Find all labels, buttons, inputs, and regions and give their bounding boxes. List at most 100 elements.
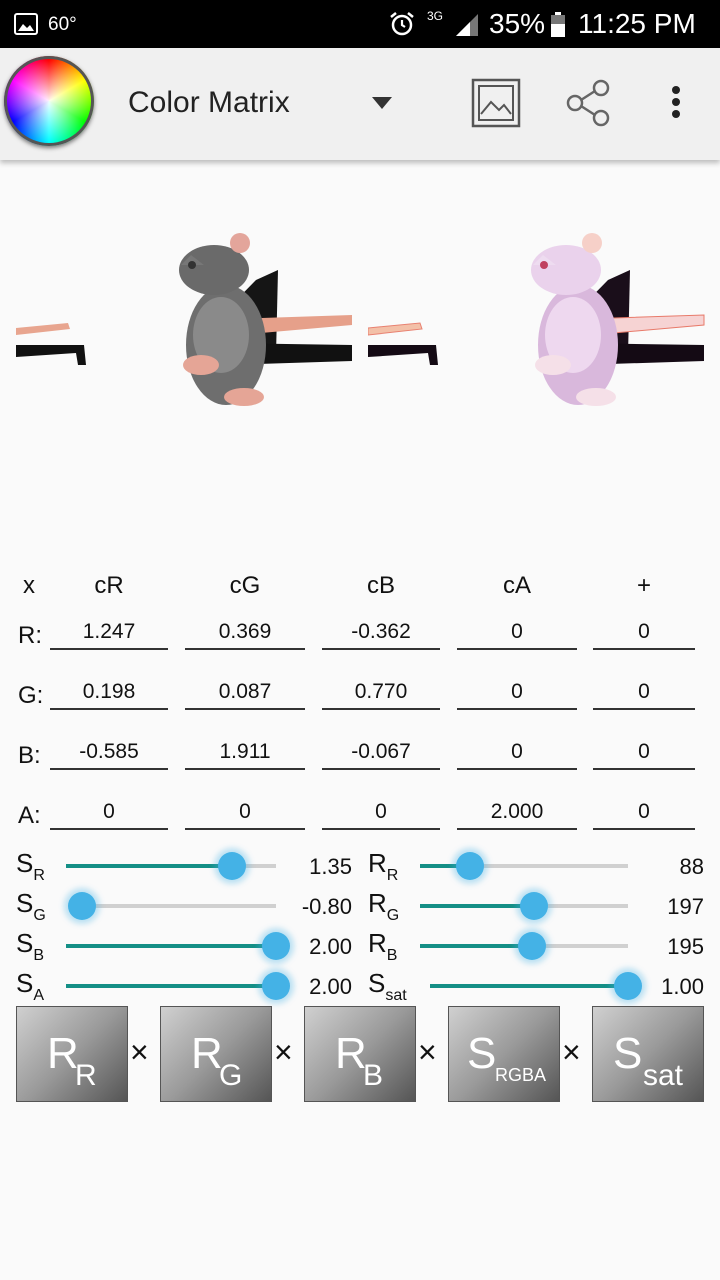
rr-matrix-button[interactable]: R R	[16, 1006, 128, 1102]
matrix-cell-r-offset[interactable]: 0	[593, 618, 695, 650]
matrix-cell-b-cr[interactable]: -0.585	[50, 738, 168, 770]
slider-rb[interactable]	[420, 932, 628, 960]
matrix-cell-a-cb[interactable]: 0	[322, 798, 440, 830]
clock: 11:25 PM	[578, 8, 696, 39]
matrix-cell-a-ca[interactable]: 2.000	[457, 798, 577, 830]
slider-label-sg: SG	[16, 888, 46, 924]
transformed-image	[368, 233, 705, 406]
matrix-cell-b-offset[interactable]: 0	[593, 738, 695, 770]
slider-sr-thumb[interactable]	[217, 852, 246, 880]
header-cR: cR	[94, 572, 124, 599]
slider-ssat-fill	[430, 984, 628, 988]
slider-rr-fill	[420, 864, 470, 868]
slider-sr-value: 1.35	[309, 854, 352, 879]
share-icon[interactable]	[564, 78, 614, 128]
rr-sub: R	[75, 1059, 97, 1092]
slider-rg-fill	[420, 904, 535, 908]
status-bar: 60° 3G 35% 11:25 PM	[0, 0, 720, 48]
matrix-cell-r-cr[interactable]: 1.247	[50, 618, 168, 650]
matrix-cell-r-cg[interactable]: 0.369	[185, 618, 305, 650]
matrix-cell-a-offset[interactable]: 0	[593, 798, 695, 830]
times-4: ×	[562, 1034, 581, 1070]
original-image	[16, 233, 352, 406]
matrix-cell-g-ca[interactable]: 0	[457, 678, 577, 710]
slider-label-sb: SB	[16, 928, 45, 964]
alarm-icon	[390, 12, 414, 36]
slider-sa-thumb[interactable]	[262, 972, 290, 1000]
slider-rg-value: 197	[667, 894, 704, 919]
temperature: 60°	[48, 14, 77, 35]
srgba-matrix-button[interactable]: S RGBA	[448, 1006, 560, 1102]
slider-rg-thumb[interactable]	[520, 892, 549, 920]
times-2: ×	[274, 1034, 293, 1070]
battery-icon	[551, 12, 565, 37]
rb-main: R	[335, 1029, 367, 1078]
slider-rg[interactable]	[420, 892, 628, 920]
slider-ssat-thumb[interactable]	[614, 972, 642, 1000]
color-wheel-logo	[4, 56, 94, 146]
rg-sub: G	[219, 1059, 243, 1092]
slider-rr-value: 88	[679, 854, 704, 879]
times-1: ×	[130, 1034, 149, 1070]
matrix-cell-r-ca[interactable]: 0	[457, 618, 577, 650]
rg-matrix-button[interactable]: R G	[160, 1006, 272, 1102]
rb-matrix-button[interactable]: R B	[304, 1006, 416, 1102]
page-title[interactable]: Color Matrix	[128, 86, 290, 119]
matrix-cell-r-cb[interactable]: -0.362	[322, 618, 440, 650]
slider-sg-thumb[interactable]	[68, 892, 96, 920]
slider-rb-fill	[420, 944, 533, 948]
slider-sb[interactable]	[66, 932, 290, 960]
matrix-cell-g-offset[interactable]: 0	[593, 678, 695, 710]
matrix-cell-b-cb[interactable]: -0.067	[322, 738, 440, 770]
matrix-cell-g-cg[interactable]: 0.087	[185, 678, 305, 710]
slider-rb-thumb[interactable]	[518, 932, 547, 960]
slider-rr-thumb[interactable]	[455, 852, 484, 880]
slider-sg-value: -0.80	[301, 894, 352, 919]
header-offset: +	[636, 572, 651, 599]
slider-sa-fill	[66, 984, 276, 988]
slider-rr[interactable]	[420, 852, 628, 880]
matrix-cell-b-cg[interactable]: 1.911	[185, 738, 305, 770]
slider-label-sr: SR	[16, 848, 45, 884]
slider-rb-value: 195	[667, 934, 704, 959]
ssat-matrix-button[interactable]: S sat	[592, 1006, 704, 1102]
matrix-cell-g-cr[interactable]: 0.198	[50, 678, 168, 710]
matrix-cell-g-cb[interactable]: 0.770	[322, 678, 440, 710]
slider-label-rb: RB	[368, 928, 398, 964]
header-cG: cG	[229, 572, 261, 599]
slider-label-sa: SA	[16, 968, 45, 1004]
slider-sb-fill	[66, 944, 276, 948]
dropdown-arrow-icon[interactable]	[370, 96, 394, 110]
header-cA: cA	[502, 572, 531, 599]
row-label-b: B:	[18, 742, 41, 769]
slider-sg[interactable]	[68, 892, 276, 920]
srgba-main: S	[467, 1029, 497, 1078]
ssat-main: S	[613, 1029, 643, 1078]
slider-sa-value: 2.00	[309, 974, 352, 999]
slider-sb-value: 2.00	[309, 934, 352, 959]
row-label-g: G:	[18, 682, 44, 709]
matrix-cell-b-ca[interactable]: 0	[457, 738, 577, 770]
rg-main: R	[191, 1029, 223, 1078]
times-3: ×	[418, 1034, 437, 1070]
slider-label-rg: RG	[368, 888, 400, 924]
network-type: 3G	[427, 9, 444, 23]
slider-sb-thumb[interactable]	[262, 932, 290, 960]
slider-label-ssat: Ssat	[368, 968, 407, 1004]
slider-sa[interactable]	[66, 972, 290, 1000]
matrix-cell-a-cg[interactable]: 0	[185, 798, 305, 830]
matrix-cell-a-cr[interactable]: 0	[50, 798, 168, 830]
image-notification-icon	[14, 13, 38, 35]
slider-label-rr: RR	[368, 848, 399, 884]
gallery-icon[interactable]	[471, 78, 521, 128]
slider-ssat-value: 1.00	[661, 974, 704, 999]
row-label-r: R:	[18, 622, 42, 649]
more-options-icon[interactable]	[664, 80, 688, 124]
row-label-a: A:	[18, 802, 41, 829]
header-cB: cB	[366, 572, 395, 599]
signal-icon	[456, 14, 478, 36]
slider-sr[interactable]	[66, 852, 276, 880]
slider-ssat[interactable]	[430, 972, 642, 1000]
app-bar: Color Matrix	[0, 48, 720, 160]
srgba-sub: RGBA	[495, 1065, 547, 1085]
